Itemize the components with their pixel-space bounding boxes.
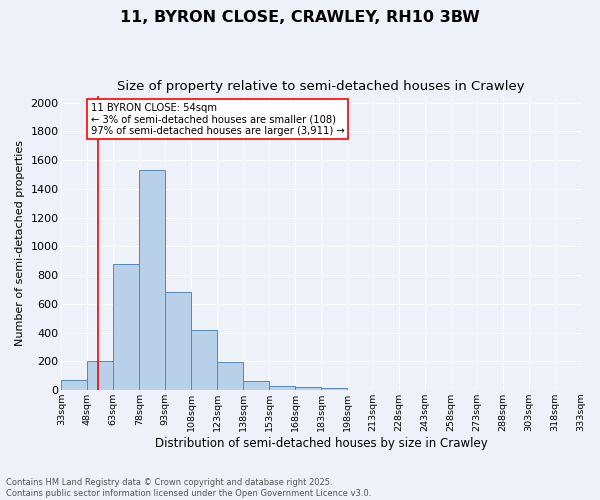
Bar (243, 382, 269, 390)
Bar (61, 380, 88, 390)
Bar (217, 362, 243, 390)
Bar (191, 330, 217, 390)
Bar (88, 362, 113, 390)
Bar (113, 264, 139, 390)
Bar (165, 292, 191, 390)
X-axis label: Distribution of semi-detached houses by size in Crawley: Distribution of semi-detached houses by … (155, 437, 487, 450)
Bar (295, 387, 321, 390)
Bar (269, 386, 295, 390)
Text: 11 BYRON CLOSE: 54sqm
← 3% of semi-detached houses are smaller (108)
97% of semi: 11 BYRON CLOSE: 54sqm ← 3% of semi-detac… (91, 102, 344, 136)
Y-axis label: Number of semi-detached properties: Number of semi-detached properties (15, 140, 25, 346)
Title: Size of property relative to semi-detached houses in Crawley: Size of property relative to semi-detach… (117, 80, 525, 93)
Text: 11, BYRON CLOSE, CRAWLEY, RH10 3BW: 11, BYRON CLOSE, CRAWLEY, RH10 3BW (120, 10, 480, 25)
Bar (139, 170, 165, 390)
Bar (321, 388, 347, 390)
Text: Contains HM Land Registry data © Crown copyright and database right 2025.
Contai: Contains HM Land Registry data © Crown c… (6, 478, 371, 498)
